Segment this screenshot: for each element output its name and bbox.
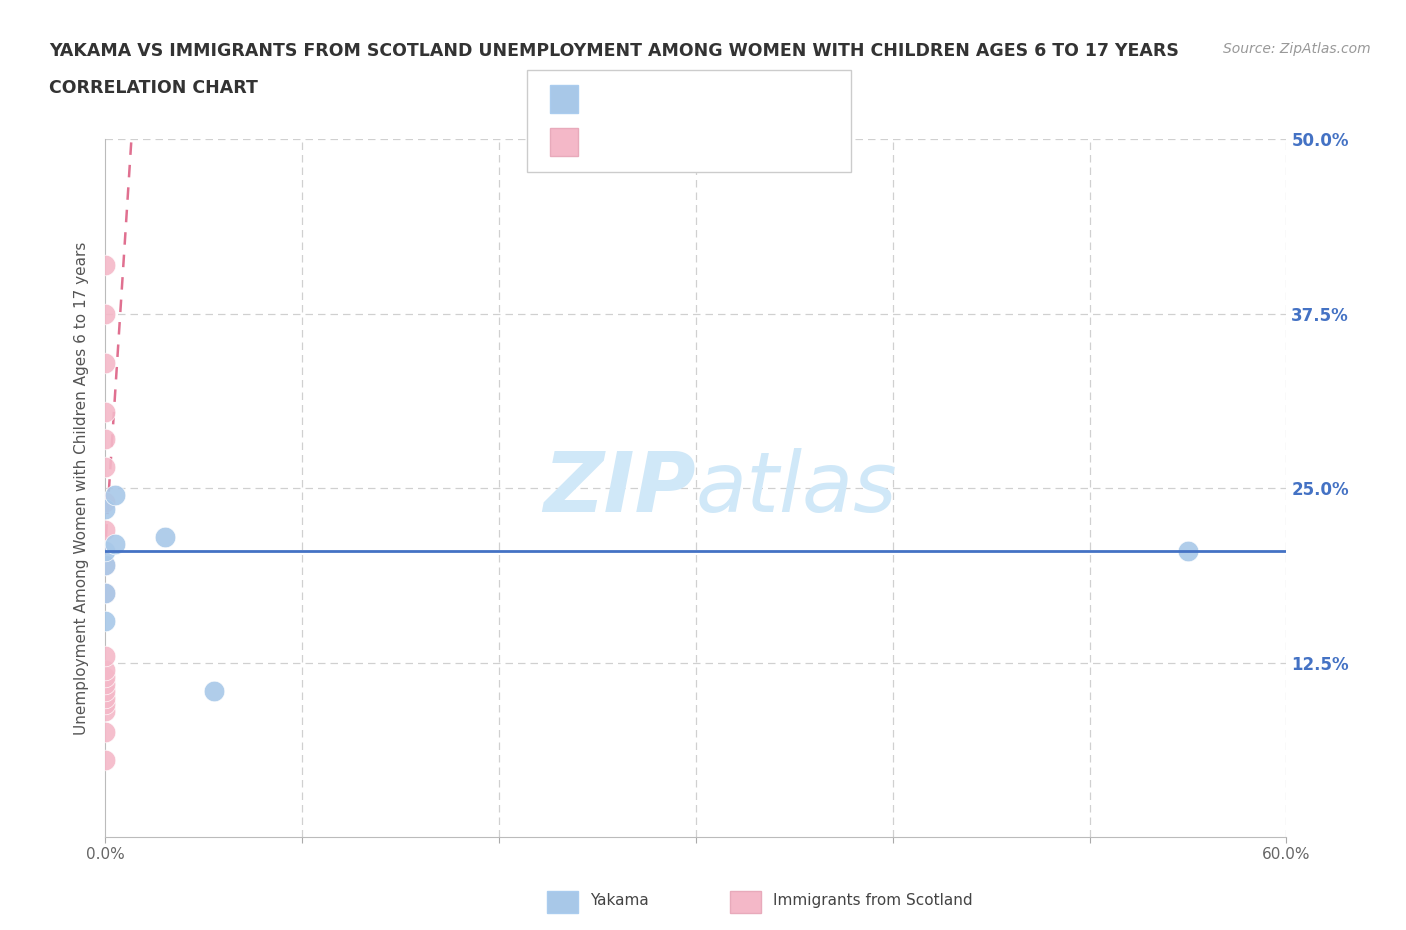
Point (94, 753, 117, 768)
Point (94, 670, 117, 684)
Point (94, 676, 117, 691)
Point (94, 586, 117, 601)
Point (94, 690, 117, 705)
Point (94, 704, 117, 719)
Point (94, 725, 117, 740)
Text: Source: ZipAtlas.com: Source: ZipAtlas.com (1223, 42, 1371, 56)
Text: R = 0.500   N = 20: R = 0.500 N = 20 (588, 133, 772, 152)
Point (94, 698, 117, 712)
Point (94, 502, 117, 517)
Text: CORRELATION CHART: CORRELATION CHART (49, 79, 259, 97)
Point (94, 586, 117, 601)
Point (94, 307, 117, 322)
Y-axis label: Unemployment Among Women with Children Ages 6 to 17 years: Unemployment Among Women with Children A… (75, 242, 90, 735)
Point (94, 662, 117, 677)
Point (94, 432, 117, 447)
Text: ZIP: ZIP (543, 447, 696, 529)
Point (94, 495, 117, 510)
Text: atlas: atlas (696, 447, 897, 529)
Point (94, 355, 117, 370)
Point (94, 558, 117, 573)
Point (94, 683, 117, 698)
Point (94, 258, 117, 272)
Point (94, 614, 117, 629)
Point (94, 523, 117, 538)
Point (94, 648, 117, 663)
Text: Immigrants from Scotland: Immigrants from Scotland (773, 893, 973, 908)
Text: YAKAMA VS IMMIGRANTS FROM SCOTLAND UNEMPLOYMENT AMONG WOMEN WITH CHILDREN AGES 6: YAKAMA VS IMMIGRANTS FROM SCOTLAND UNEMP… (49, 42, 1180, 60)
Text: Yakama: Yakama (591, 893, 650, 908)
Point (1177, 543, 1199, 558)
Point (104, 488, 127, 503)
Point (94, 543, 117, 558)
Point (104, 537, 127, 551)
Point (94, 460, 117, 474)
Point (153, 530, 176, 545)
Text: R = 0.005   N = 12: R = 0.005 N = 12 (588, 89, 772, 108)
Point (94, 558, 117, 573)
Point (94, 404, 117, 418)
Point (202, 683, 225, 698)
